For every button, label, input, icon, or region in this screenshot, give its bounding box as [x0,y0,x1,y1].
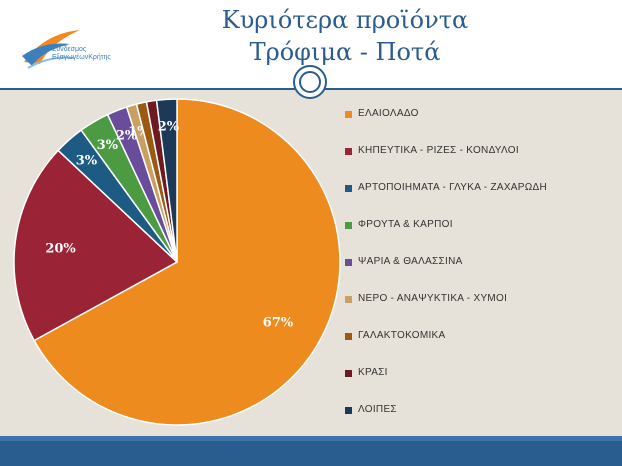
legend-swatch-8 [345,370,352,377]
legend-label-3: ΑΡΤΟΠΟΙΗΜΑΤΑ - ΓΛΥΚΑ - ΖΑΧΑΡΩΔΗ [358,182,548,193]
pie-slice-2 [13,149,179,342]
legend-swatch-6 [345,296,352,303]
pie-data-label-4: 3% [97,138,119,153]
legend-label-6: ΝΕΡΟ - ΑΝΑΨΥΚΤΙΚΑ - ΧΥΜΟΙ [358,293,508,304]
legend-label-7: ΓΑΛΑΚΤΟΚΟΜΙΚΑ [358,330,446,341]
legend-label-4: ΦΡΟΥΤΑ & ΚΑΡΠΟΙ [358,219,453,230]
ornament-ring-inner [299,71,321,93]
pie-data-label-9: 2% [158,119,180,134]
legend-label-5: ΨΑΡΙΑ & ΘΑΛΑΣΣΙΝΑ [358,256,463,267]
logo-icon [22,30,80,69]
ornament-ring-icon [293,65,327,99]
footer-bar [0,436,622,466]
legend-label-8: ΚΡΑΣΙ [358,367,388,378]
legend-swatch-4 [345,222,352,229]
legend-swatch-7 [345,333,352,340]
pie-data-label-5: 2% [116,129,138,144]
pie-data-label-3: 3% [76,153,98,168]
legend-swatch-1 [345,111,352,118]
pie-slice-1 [33,98,341,426]
page-subtitle: Τρόφιμα - Ποτά [249,38,441,66]
logo-text-line2: ΕξαγωγέωνΚρήτης [52,54,111,61]
pie-data-label-1: 67% [263,316,294,331]
pie-data-label-2: 20% [45,241,76,256]
legend-label-1: ΕΛΑΙΟΛΑΔΟ [358,108,419,119]
chart-area: 67% 20% 3% 3% 2% 1% 2% ΕΛΑΙΟΛΑΔΟ ΚΗΠΕΥΤΙΚΑ - ΡΙ… [0,90,622,436]
logo-text: Σύνδεσμος ΕξαγωγέωνΚρήτης [52,46,111,62]
legend-swatch-5 [345,259,352,266]
page-title: Κυριότερα προϊόντα [221,6,469,34]
legend-swatch-9 [345,407,352,414]
legend-label-9: ΛΟΙΠΕΣ [358,404,397,415]
pie-chart: 67%20%3%3%2%1% 2% [13,98,341,426]
logo-text-line1: Σύνδεσμος [52,46,87,53]
legend-label-2: ΚΗΠΕΥΤΙΚΑ - ΡΙΖΕΣ - ΚΟΝΔΥΛΟΙ [358,145,519,156]
pie-slice-9 [155,98,178,263]
legend-swatch-2 [345,148,352,155]
footer-stripe [0,436,622,441]
legend-swatch-3 [345,185,352,192]
